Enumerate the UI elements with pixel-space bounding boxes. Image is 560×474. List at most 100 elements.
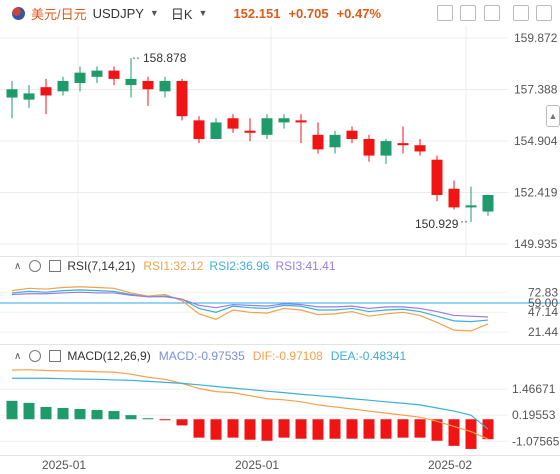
macd-bar — [295, 419, 307, 439]
low-annotation: 150.929 — [415, 217, 459, 231]
y-tick-label: 154.904 — [514, 134, 558, 148]
macd-bar — [312, 419, 324, 440]
candle-body — [142, 80, 154, 90]
macd-bar — [465, 419, 477, 449]
rsi-y-tick: 59.00 — [528, 296, 558, 310]
macd-bar — [278, 419, 290, 438]
candle-body — [125, 78, 137, 86]
macd-bar — [159, 419, 171, 421]
candle-body — [346, 130, 358, 139]
rsi-line-1 — [11, 286, 489, 332]
symbol-cn[interactable]: 美元/日元 — [31, 6, 87, 22]
scroll-right-button[interactable]: ▲ — [546, 105, 560, 127]
macd-bar — [380, 419, 392, 439]
macd-bar — [414, 419, 426, 438]
x-tick-label: 2025-02 — [428, 458, 472, 472]
macd-bar — [227, 419, 239, 438]
candle-body — [380, 141, 392, 156]
rsi1-value: RSI1:32.12 — [143, 259, 204, 273]
indicator-icon[interactable] — [460, 5, 476, 21]
candle-body — [159, 80, 171, 92]
candle-body — [57, 80, 69, 92]
candle-body — [482, 194, 494, 212]
symbol-code[interactable]: USDJPY — [92, 5, 144, 21]
macd-chart: 1.46671 0.19553 -1.07565 — [0, 369, 560, 449]
candle-body — [261, 118, 273, 135]
macd-settings-icon[interactable] — [29, 350, 42, 362]
chart-settings-icon[interactable] — [437, 5, 453, 21]
high-annotation: 158.878 — [143, 51, 187, 65]
candle-type-icon[interactable] — [484, 5, 500, 21]
macd-y-tick: 1.46671 — [512, 382, 556, 396]
macd-name: MACD(12,26,9) — [67, 349, 151, 363]
rsi-line-2 — [11, 289, 489, 323]
macd-bar — [244, 419, 256, 440]
candle-body — [448, 188, 460, 208]
macd-y-tick: 0.19553 — [512, 408, 556, 422]
x-axis: 2025-01 2025-01 2025-02 — [42, 458, 472, 472]
period-dropdown-icon[interactable]: ▼ — [198, 8, 208, 18]
candle-body — [6, 89, 18, 98]
macd-bar — [108, 411, 120, 420]
more-icon[interactable] — [536, 5, 552, 21]
fullscreen-icon[interactable] — [513, 5, 529, 21]
macd-bar — [176, 419, 188, 426]
rsi2-value: RSI2:36.96 — [209, 259, 270, 273]
rsi-name: RSI(7,14,21) — [67, 259, 136, 273]
collapse-rsi-icon[interactable]: ∧ — [14, 260, 22, 272]
top-bar: 美元/日元 USDJPY ▼ 日K ▼ 152.151 +0.705 +0.47… — [0, 0, 560, 26]
candlestick-chart[interactable]: 159.872 157.388 154.904 152.419 149.935 158.… — [0, 26, 560, 256]
y-tick-label: 159.872 — [514, 31, 558, 45]
candle-body — [176, 80, 188, 117]
macd-bar — [397, 419, 409, 438]
macd-bar — [193, 419, 205, 438]
macd-info-icon[interactable] — [49, 350, 62, 362]
macd-bar — [23, 402, 35, 420]
rsi-settings-icon[interactable] — [29, 260, 42, 272]
candle-body — [312, 134, 324, 150]
macd-bar — [210, 419, 222, 440]
rsi-info-icon[interactable] — [49, 260, 62, 272]
rsi-y-tick: 21.44 — [528, 325, 558, 339]
candle-body — [244, 130, 256, 133]
rsi3-value: RSI3:41.41 — [275, 259, 336, 273]
candle-body — [91, 70, 103, 77]
candle-body — [74, 72, 86, 84]
macd-bar — [6, 400, 18, 420]
y-tick-label: 152.419 — [514, 186, 558, 200]
rsi-y-tick: 72.83 — [528, 285, 558, 299]
macd-header: ∧ MACD(12,26,9) MACD:-0.97535 DIF:-0.971… — [0, 348, 406, 364]
collapse-macd-icon[interactable]: ∧ — [14, 350, 22, 362]
candle-body — [278, 118, 290, 123]
candle-body — [329, 134, 341, 148]
x-tick-label: 2025-01 — [42, 458, 86, 472]
y-tick-label: 157.388 — [514, 82, 558, 96]
candle-body — [295, 120, 307, 123]
macd-bar — [57, 407, 69, 420]
candle-body — [363, 138, 375, 156]
macd-bar — [91, 410, 103, 420]
price-change-pct: +0.47% — [336, 5, 382, 21]
candle-body — [397, 143, 409, 146]
dif-value: DIF:-0.97108 — [252, 349, 323, 363]
symbol-dropdown-icon[interactable]: ▼ — [149, 8, 159, 18]
macd-y-tick: -1.07565 — [512, 434, 560, 448]
candle-body — [23, 93, 35, 100]
rsi-y-tick: 47.14 — [528, 305, 558, 319]
candle-body — [210, 122, 222, 139]
macd-bar — [74, 409, 86, 420]
y-tick-label: 149.935 — [514, 237, 558, 251]
macd-bar — [448, 419, 460, 446]
macd-bar — [261, 419, 273, 441]
dea-value: DEA:-0.48341 — [330, 349, 407, 363]
macd-bar — [329, 419, 341, 439]
macd-bar — [346, 419, 358, 439]
candle-body — [227, 118, 239, 129]
candle-body — [414, 145, 426, 152]
candle-body — [465, 205, 477, 208]
macd-bar — [363, 419, 375, 439]
rsi-header: ∧ RSI(7,14,21) RSI1:32.12 RSI2:36.96 RSI… — [0, 258, 336, 274]
period-selector[interactable]: 日K — [170, 6, 193, 22]
candle-body — [431, 159, 443, 195]
